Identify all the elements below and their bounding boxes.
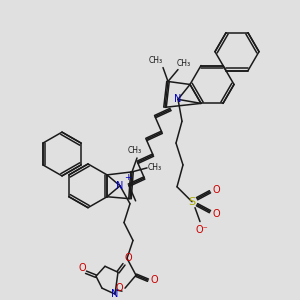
Text: CH₃: CH₃ [149, 56, 163, 65]
Text: N: N [174, 94, 182, 104]
Text: O: O [115, 283, 123, 293]
Text: CH₃: CH₃ [148, 164, 162, 172]
Text: CH₃: CH₃ [128, 146, 142, 154]
Text: O: O [124, 253, 132, 263]
Text: CH₃: CH₃ [177, 59, 191, 68]
Text: N: N [116, 181, 124, 191]
Text: O⁻: O⁻ [196, 224, 208, 235]
Text: N: N [111, 289, 119, 299]
Text: O: O [150, 275, 158, 285]
Text: +: + [124, 173, 131, 182]
Text: O: O [78, 263, 86, 273]
Text: O: O [212, 208, 220, 219]
Text: S: S [188, 197, 196, 207]
Text: O: O [212, 185, 220, 195]
